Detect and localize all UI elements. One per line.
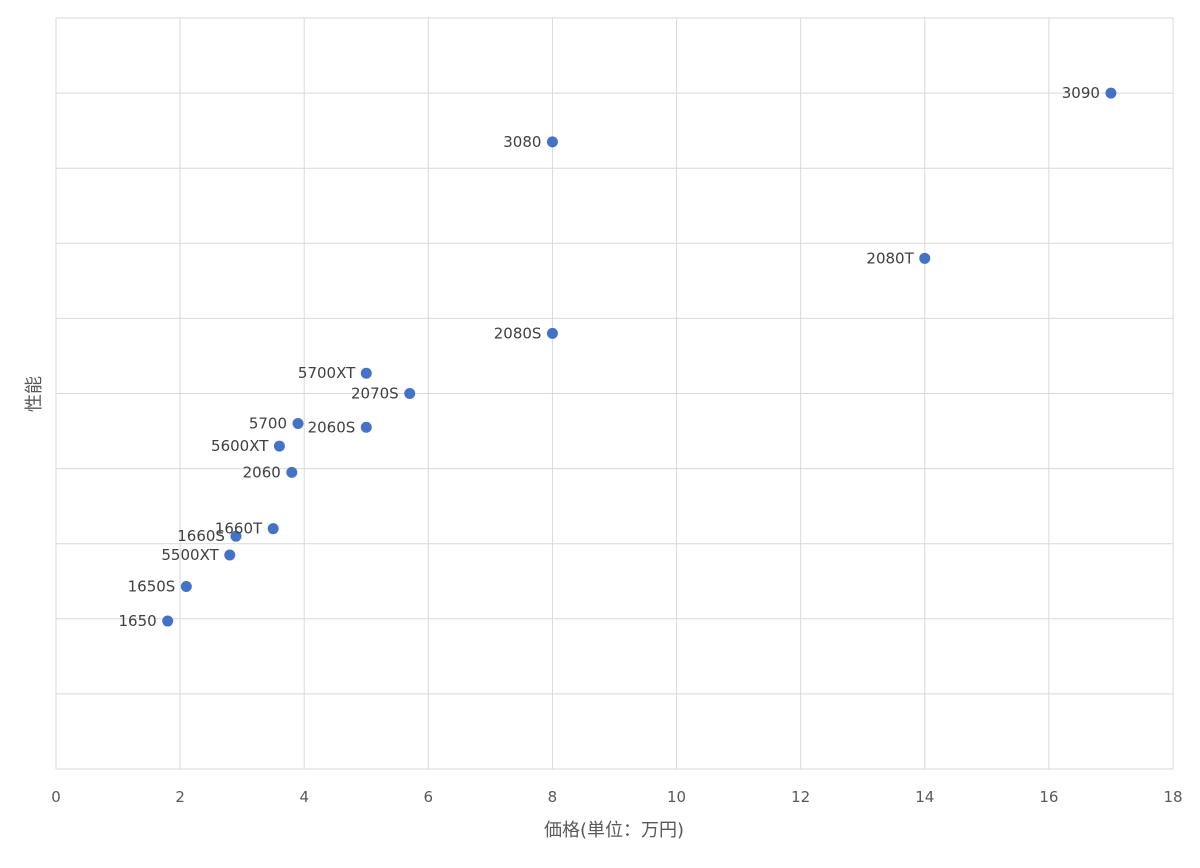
data-point [404,388,416,399]
data-point-label: 3090 [1062,84,1100,102]
x-tick-label: 2 [175,788,185,806]
data-point [267,523,279,535]
data-point [286,466,298,478]
x-tick-label: 14 [915,788,934,806]
data-point [224,549,236,561]
y-axis-title: 性能 [24,376,45,412]
data-point-label: 2070S [351,385,399,403]
data-point-label: 5700 [249,415,287,433]
data-point [180,581,192,593]
data-point-label: 2060 [243,463,281,481]
x-tick-label: 8 [548,788,558,806]
data-point [546,327,558,339]
data-point-label: 1650S [128,578,176,596]
x-tick-label: 4 [299,788,309,806]
data-point-label: 1660S [177,527,225,545]
x-axis-title: 価格(単位：万円) [544,820,684,841]
data-point [230,530,242,542]
data-point-label: 5600XT [211,437,269,455]
data-point-label: 2080T [866,249,914,267]
data-point [162,615,174,627]
x-tick-label: 10 [667,788,686,806]
x-axis-tick-labels: 0 2 4 6 8 10 12 14 16 18 [51,788,1182,806]
data-point [292,418,304,430]
data-point-label: 5700XT [298,364,356,382]
data-point [1105,87,1117,99]
x-tick-label: 6 [424,788,434,806]
data-point-label: 1650 [119,612,157,630]
data-point [546,136,558,148]
data-point-label: 1660T [215,520,263,538]
data-point-label: 3080 [503,133,541,151]
gridlines [55,17,1174,770]
x-tick-label: 18 [1163,788,1182,806]
plot-area-frame [55,17,1174,770]
data-point [360,421,372,433]
data-point-label: 2060S [308,418,356,436]
x-tick-label: 0 [51,788,61,806]
data-point [919,252,931,264]
data-point-label: 5500XT [161,546,219,564]
data-point [360,367,372,379]
data-point [273,440,285,452]
data-point-labels: 3090 3080 2080T 2080S 5700XT 2070S 5700 2060S 56… [119,84,1100,630]
x-tick-label: 12 [791,788,810,806]
x-tick-label: 16 [1039,788,1058,806]
data-point-label: 2080S [494,324,542,342]
data-points [162,87,1117,627]
